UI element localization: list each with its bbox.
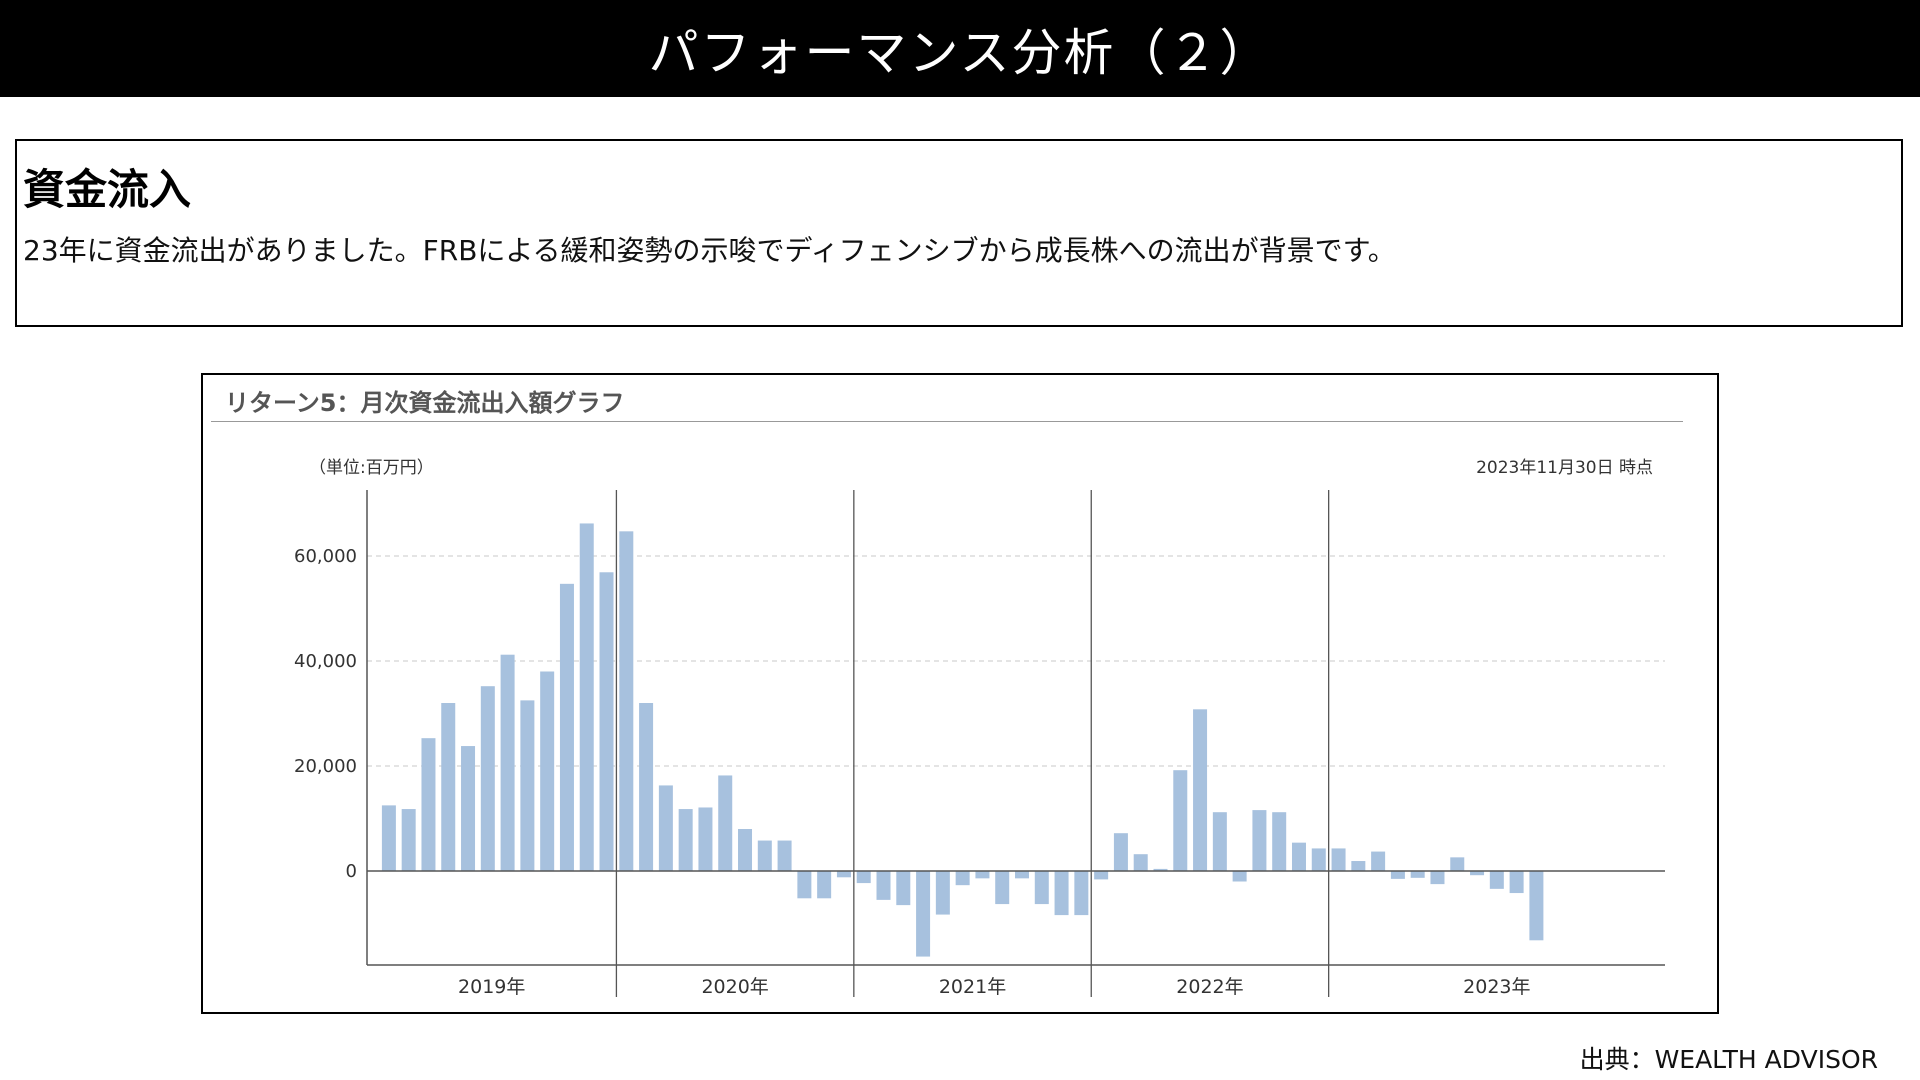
bar-2023-11	[1529, 871, 1544, 941]
bar-2019-07	[500, 654, 515, 871]
bar-2022-06	[1193, 709, 1208, 871]
y-tick-label: 60,000	[294, 546, 357, 567]
bar-2019-04	[441, 703, 456, 871]
bar-2019-08	[520, 700, 535, 871]
bar-2023-04	[1390, 871, 1405, 879]
page-header: パフォーマンス分析（２）	[0, 0, 1920, 97]
source-label: 出典：WEALTH ADVISOR	[1579, 1045, 1878, 1074]
bar-2020-11	[817, 871, 832, 899]
bar-2023-03	[1371, 851, 1386, 871]
y-tick-label: 20,000	[294, 756, 357, 777]
bar-2020-07	[738, 829, 753, 871]
bar-2023-07	[1450, 857, 1465, 871]
bar-2019-02	[401, 809, 416, 871]
bar-2021-10	[1034, 871, 1049, 905]
bar-2020-12	[836, 871, 851, 878]
bar-2021-06	[955, 871, 970, 886]
year-label: 2019年	[458, 976, 525, 998]
summary-heading: 資金流入	[23, 165, 192, 214]
bar-2020-10	[797, 871, 812, 899]
bar-2019-10	[559, 583, 574, 871]
bar-2023-02	[1351, 861, 1366, 871]
bar-2019-09	[540, 671, 555, 871]
bar-2022-11	[1291, 842, 1306, 871]
bar-2019-05	[461, 746, 476, 871]
summary-box: 資金流入 23年に資金流出がありました。FRBによる緩和姿勢の示唆でディフェンシ…	[15, 139, 1903, 327]
bar-2022-09	[1252, 810, 1267, 871]
bar-2023-09	[1489, 871, 1504, 889]
year-label: 2020年	[701, 976, 768, 998]
bar-2021-05	[935, 871, 950, 915]
bar-2021-03	[896, 871, 911, 906]
summary-text: 23年に資金流出がありました。FRBによる緩和姿勢の示唆でディフェンシブから成長…	[23, 234, 1396, 267]
bar-chart: 0 20,000 40,000 60,000 2019年 2020年 2021年 2022年 2…	[294, 490, 1665, 998]
bar-2021-04	[916, 871, 931, 957]
bar-2021-08	[995, 871, 1010, 905]
year-label: 2023年	[1463, 976, 1530, 998]
year-label: 2021年	[939, 976, 1006, 998]
bar-2020-08	[757, 840, 772, 871]
unit-label: （単位:百万円）	[309, 458, 434, 478]
bar-2022-07	[1212, 812, 1227, 871]
bar-2022-04	[1153, 868, 1168, 871]
bar-2020-06	[718, 775, 733, 871]
bar-2021-11	[1054, 871, 1069, 916]
bar-2022-10	[1272, 812, 1287, 871]
bar-2019-01	[381, 805, 396, 871]
bar-2022-08	[1232, 871, 1247, 882]
bar-2020-02	[639, 703, 654, 871]
year-label: 2022年	[1176, 976, 1243, 998]
bar-2021-01	[856, 871, 871, 884]
bar-2019-03	[421, 738, 436, 871]
bar-2023-10	[1509, 871, 1524, 894]
bar-2023-01	[1331, 848, 1346, 871]
bar-2021-02	[876, 871, 891, 900]
bar-2020-09	[777, 840, 792, 871]
bar-2021-07	[975, 871, 990, 879]
bar-2023-05	[1410, 871, 1425, 878]
bar-2020-05	[698, 807, 713, 871]
bar-2022-12	[1311, 848, 1326, 871]
chart-title: リターン5：月次資金流出入額グラフ	[225, 389, 625, 417]
bar-2020-01	[619, 531, 634, 871]
chart-panel: リターン5：月次資金流出入額グラフ （単位:百万円） 2023年11月30日 時…	[201, 373, 1719, 1014]
bar-2022-01	[1094, 871, 1109, 880]
bar-2022-05	[1173, 770, 1188, 871]
page-title: パフォーマンス分析（２）	[648, 23, 1272, 82]
bar-2021-09	[1015, 871, 1029, 879]
bar-2022-03	[1133, 854, 1148, 871]
y-tick-label: 0	[346, 861, 357, 882]
y-tick-label: 40,000	[294, 651, 357, 672]
bar-2022-02	[1113, 833, 1128, 871]
bar-2019-11	[579, 523, 594, 871]
bar-2019-06	[480, 686, 495, 871]
bar-2021-12	[1074, 871, 1089, 916]
bar-2023-06	[1430, 871, 1445, 885]
bar-2020-04	[678, 809, 693, 871]
bar-2019-12	[599, 572, 614, 871]
chart-title-divider	[211, 421, 1683, 422]
bar-2020-03	[658, 785, 673, 871]
bar-2023-08	[1470, 871, 1485, 876]
as-of-label: 2023年11月30日 時点	[1476, 458, 1653, 478]
